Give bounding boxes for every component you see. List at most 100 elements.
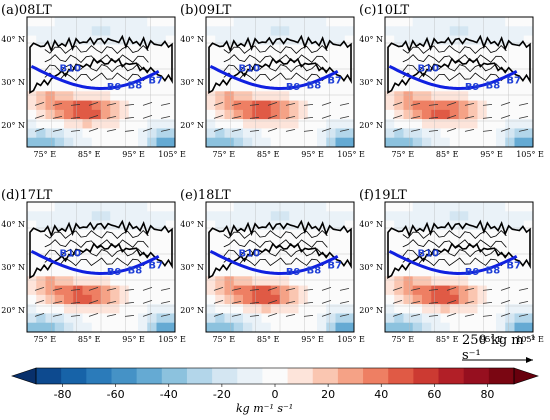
shading-cell [514,54,525,64]
flux-vector [249,104,260,106]
shading-cell [335,220,346,231]
shading-cell [54,220,65,231]
terrain-contour [223,54,328,63]
shading-cell [128,26,139,36]
flux-vector [428,289,439,291]
shading-cell [298,137,309,148]
shading-cell [128,35,139,46]
shading-cell [514,91,525,101]
shading-cell [224,285,235,296]
shading-cell [156,239,167,249]
shading-cell [514,220,525,231]
shading-cell [505,91,515,101]
shading-cell [477,248,488,259]
shading-cell [468,239,478,249]
shading-cell [27,294,37,305]
box-label: B9 [107,82,122,93]
shading-cell [119,304,130,314]
shading-cell [317,304,327,314]
shading-cell [64,119,74,129]
shading-cell [165,276,176,286]
shading-cell [270,285,281,296]
shading-cell [280,63,290,74]
shading-cell [243,82,253,92]
shading-cell [307,276,318,286]
panel-title: (d)17LT [1,188,53,203]
terrain-contour [402,72,507,82]
shading-cell [394,35,404,46]
shading-cell [422,109,432,120]
shading-cell [496,285,506,296]
shading-cell [505,304,515,314]
shading-cell [422,137,432,148]
lat-tick-label: 40° N [1,35,25,44]
shading-cell [82,54,93,64]
shading-cell [224,109,235,120]
colorbar-tick-label: 20 [321,388,335,401]
lat-tick-label: 30° N [1,78,25,87]
shading-cell [252,91,262,101]
shading-cell [486,202,497,212]
colorbar-segment [186,368,213,384]
flux-vector [339,301,350,304]
shading-cell [270,313,281,324]
terrain-contour [44,248,149,258]
shading-cell [36,44,46,55]
shading-cell [36,248,46,259]
shading-cell [326,257,336,268]
map-frame [384,16,534,148]
shading-cell [128,137,139,148]
shading-cell [289,44,299,55]
shading-cell [514,211,525,221]
shading-cell [505,54,515,64]
flux-vector [321,287,332,291]
flux-vector [285,314,296,317]
shading-cell [110,322,120,333]
shading-cell [110,229,120,240]
shading-cell [431,26,441,36]
shading-cell [412,248,423,259]
shading-cell [326,72,336,83]
shading-cell [298,211,309,221]
shading-cell [252,313,262,324]
shading-cell [64,257,74,268]
shading-cell [128,211,139,221]
shading-cell [45,211,56,221]
lon-tick-label: 85° E [436,335,459,344]
lat-tick-label: 40° N [359,220,383,229]
shading-cell [280,229,290,240]
shading-cell [206,109,216,120]
shading-cell [403,91,414,101]
shading-cell [261,91,272,101]
lon-tick-label: 95° E [480,150,503,159]
colorbar-tick-label: -80 [54,388,72,401]
shading-cell [394,137,404,148]
shading-cell [344,44,355,55]
shading-cell [505,229,515,240]
shading-cell [138,91,148,101]
colorbar-segment [287,368,314,384]
shading-cell [36,239,46,249]
shading-cell [233,100,244,111]
shading-cell [422,294,432,305]
shading-cell [403,128,414,139]
box-label: B10 [239,64,261,75]
shading-cell [110,100,120,111]
shading-cell [403,294,414,305]
shading-cell [119,313,130,324]
shading-cell [252,100,262,111]
shading-cell [206,82,216,92]
shading-cell [394,54,404,64]
shading-cell [298,17,309,27]
shading-cell [422,82,432,92]
shading-cell [261,294,272,305]
shading-cell [477,72,488,83]
shading-cell [165,239,176,249]
map-frame [26,16,176,148]
shading-cell [233,229,244,240]
shading-cell [270,26,281,36]
shading-cell [307,220,318,231]
shading-cell [307,100,318,111]
shading-cell [82,257,93,268]
shading-cell [45,119,56,129]
